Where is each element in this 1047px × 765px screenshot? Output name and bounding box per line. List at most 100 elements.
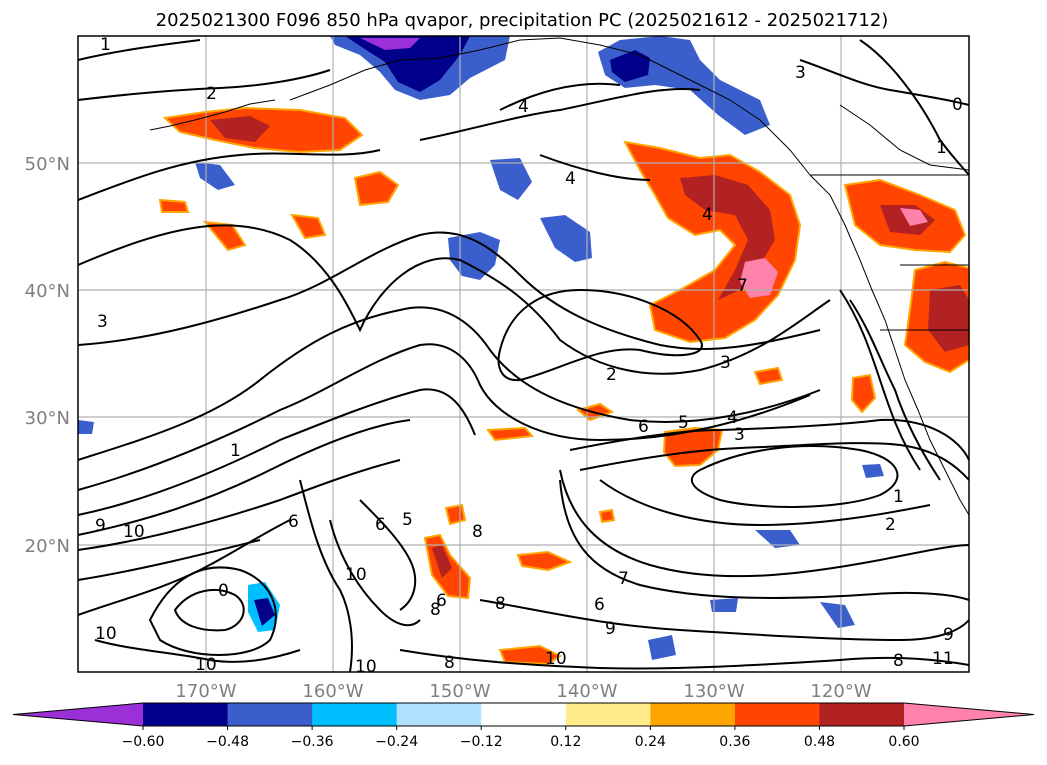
longitude-labels: 170°W 160°W 150°W 140°W 130°W 120°W bbox=[175, 681, 871, 702]
contour-label: 8 bbox=[472, 522, 483, 542]
coastline-alaska bbox=[289, 37, 811, 176]
contour-label: 3 bbox=[734, 425, 745, 445]
contour-line bbox=[559, 479, 970, 601]
contour-label: 6 bbox=[375, 515, 386, 535]
contour-label: 8 bbox=[430, 600, 441, 620]
colorbar: −0.60 −0.48 −0.36 −0.24 −0.12 0.12 0.24 0.36 0.4… bbox=[12, 702, 1035, 750]
contour-label: 0 bbox=[952, 95, 963, 115]
precip-blob bbox=[610, 50, 650, 82]
precip-blob bbox=[900, 208, 928, 226]
contour-line bbox=[359, 499, 417, 611]
lat-label: 40°N bbox=[25, 281, 70, 302]
contour-line bbox=[569, 418, 970, 461]
contour-label: 3 bbox=[720, 353, 731, 373]
lon-label: 150°W bbox=[429, 681, 490, 702]
lat-label: 30°N bbox=[25, 408, 70, 429]
contour-label: 5 bbox=[402, 510, 413, 530]
precip-blob bbox=[195, 162, 235, 190]
contour-line bbox=[579, 442, 970, 481]
contour-label: 1 bbox=[230, 441, 241, 461]
contour-label: 10 bbox=[345, 565, 367, 585]
colorbar-tick-label: 0.60 bbox=[888, 734, 919, 750]
colorbar-tick-label: 0.12 bbox=[550, 734, 581, 750]
contour-line bbox=[799, 59, 970, 106]
colorbar-tick-label: −0.48 bbox=[206, 734, 249, 750]
precip-blob bbox=[862, 464, 884, 478]
contour-label: 6 bbox=[436, 591, 447, 611]
contour-line bbox=[77, 343, 811, 491]
contour-label: 4 bbox=[518, 97, 529, 117]
lon-label: 120°W bbox=[810, 681, 871, 702]
contour-line bbox=[77, 231, 821, 350]
contour-line bbox=[399, 649, 970, 670]
contour-labels: 1 2 4 3 0 1 4 4 7 3 2 3 6 5 4 3 1 2 1 9 … bbox=[95, 35, 963, 677]
contour-line bbox=[329, 519, 421, 627]
colorbar-extend-low bbox=[13, 703, 143, 726]
colorbar-segment bbox=[734, 703, 820, 726]
contour-label: 1 bbox=[936, 138, 947, 158]
contour-line bbox=[77, 539, 261, 581]
precip-blob bbox=[490, 158, 532, 200]
precip-blob bbox=[486, 426, 535, 442]
contour-label: 4 bbox=[702, 205, 713, 225]
precip-blob bbox=[755, 530, 800, 548]
colorbar-extend-high bbox=[904, 703, 1034, 726]
contour-line bbox=[299, 479, 353, 673]
precip-blob bbox=[158, 198, 190, 213]
contour-label: 10 bbox=[123, 522, 145, 542]
contour-label: 7 bbox=[618, 569, 629, 589]
contour-label: 10 bbox=[95, 624, 117, 644]
contour-label: 1 bbox=[893, 487, 904, 507]
coastlines bbox=[149, 37, 970, 516]
contour-label: 1 bbox=[100, 35, 111, 55]
contour-line bbox=[479, 599, 970, 642]
contour-label: 8 bbox=[444, 653, 455, 673]
precip-blob bbox=[820, 602, 855, 628]
precip-blob bbox=[254, 598, 275, 626]
contour-line bbox=[77, 459, 401, 551]
contour-label: 7 bbox=[737, 276, 748, 296]
contour-label: 9 bbox=[605, 619, 616, 639]
coastline-north-america bbox=[809, 174, 970, 516]
lat-label: 20°N bbox=[25, 536, 70, 557]
precip-blob bbox=[210, 116, 270, 142]
precip-blob bbox=[710, 598, 738, 612]
contour-label: 10 bbox=[545, 649, 567, 669]
precip-blob bbox=[360, 38, 420, 50]
contour-line bbox=[77, 149, 381, 201]
contour-line bbox=[77, 306, 821, 461]
precip-blob bbox=[598, 508, 616, 524]
contour-label: 8 bbox=[495, 594, 506, 614]
colorbar-segment bbox=[396, 703, 482, 726]
contour-line bbox=[77, 39, 201, 61]
map-panel: 1 2 4 3 0 1 4 4 7 3 2 3 6 5 4 3 1 2 1 9 … bbox=[77, 35, 970, 677]
precip-blob bbox=[498, 644, 562, 666]
contour-line bbox=[539, 154, 651, 181]
map-frame bbox=[77, 35, 970, 673]
contour-label: 6 bbox=[288, 512, 299, 532]
lon-label: 130°W bbox=[683, 681, 744, 702]
latitude-labels: 50°N 40°N 30°N 20°N bbox=[25, 154, 70, 557]
precip-blob bbox=[516, 550, 573, 572]
border-state bbox=[839, 104, 970, 171]
contour-line bbox=[859, 39, 970, 176]
contour-label: 6 bbox=[594, 595, 605, 615]
colorbar-tick-label: 0.36 bbox=[719, 734, 750, 750]
contour-line bbox=[173, 589, 245, 632]
colorbar-tick-label: −0.24 bbox=[375, 734, 418, 750]
contour-line bbox=[849, 299, 941, 481]
contour-line bbox=[77, 388, 476, 516]
colorbar-tick-label: −0.36 bbox=[291, 734, 334, 750]
contour-line bbox=[148, 566, 277, 656]
lon-label: 140°W bbox=[556, 681, 617, 702]
colorbar-segment bbox=[650, 703, 736, 726]
contour-line bbox=[690, 445, 899, 508]
colorbar-segment bbox=[227, 703, 313, 726]
precip-blob bbox=[353, 170, 400, 207]
contour-line bbox=[94, 639, 301, 663]
precip-blob bbox=[850, 373, 877, 414]
precip-blob bbox=[740, 258, 778, 298]
colorbar-segment bbox=[312, 703, 398, 726]
contour-label: 2 bbox=[206, 84, 217, 104]
